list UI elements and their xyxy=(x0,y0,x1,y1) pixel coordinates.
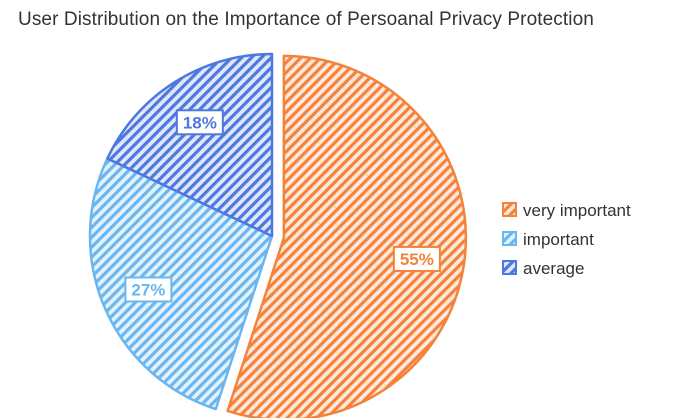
data-label: 18% xyxy=(183,113,217,132)
legend-label: very important xyxy=(523,201,631,220)
pie-slice-important xyxy=(88,157,274,411)
legend-swatch xyxy=(502,260,517,275)
pie-slice-average xyxy=(106,52,274,238)
data-label-box xyxy=(175,109,224,136)
data-label-box xyxy=(124,276,173,303)
legend-label: important xyxy=(523,230,594,249)
data-label: 27% xyxy=(131,280,165,299)
pie-slice-very-important xyxy=(226,54,468,418)
data-label: 55% xyxy=(400,250,434,269)
data-label-box xyxy=(392,245,441,272)
legend-swatch xyxy=(502,202,517,217)
legend-swatch xyxy=(502,231,517,246)
legend-label: average xyxy=(523,259,584,278)
chart-title: User Distribution on the Importance of P… xyxy=(18,9,594,30)
